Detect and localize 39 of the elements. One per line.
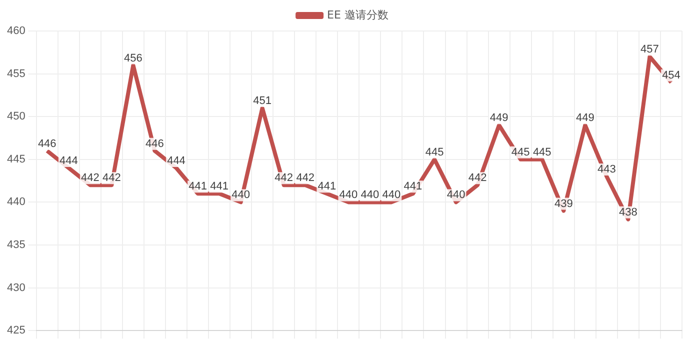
data-label: 444	[167, 154, 186, 167]
data-label: 445	[532, 146, 552, 158]
data-label: 443	[597, 164, 616, 176]
data-label: 446	[146, 138, 164, 150]
legend-label: EE 邀请分数	[327, 8, 388, 22]
data-label: 454	[662, 69, 680, 82]
data-label: 442	[468, 172, 487, 184]
data-label: 440	[339, 189, 358, 202]
data-label: 446	[38, 138, 56, 150]
data-label: 441	[188, 180, 207, 193]
data-label: 444	[59, 154, 78, 167]
data-label: 449	[576, 112, 594, 124]
y-tick-label: 440	[6, 196, 26, 208]
y-tick-label: 450	[6, 110, 26, 123]
data-label: 438	[619, 206, 638, 218]
data-label: 441	[318, 180, 336, 193]
data-label: 439	[554, 198, 573, 210]
data-label: 456	[124, 52, 142, 64]
data-label: 442	[274, 172, 294, 184]
data-label: 449	[490, 112, 508, 124]
data-label: 440	[382, 189, 401, 202]
y-tick-label: 435	[6, 239, 26, 252]
data-label: 441	[210, 180, 228, 193]
data-label: 445	[425, 146, 444, 158]
data-label: 440	[446, 189, 466, 202]
y-tick-label: 430	[6, 282, 26, 294]
data-label: 451	[253, 95, 272, 108]
data-label: 441	[404, 180, 422, 193]
data-label: 442	[80, 172, 100, 184]
y-tick-label: 455	[6, 68, 26, 80]
data-label: 442	[296, 172, 315, 184]
y-tick-label: 425	[6, 324, 26, 337]
data-label: 445	[511, 146, 530, 158]
data-label: 440	[232, 189, 250, 202]
y-tick-label: 460	[6, 25, 26, 38]
data-label: 440	[360, 189, 380, 202]
data-label: 457	[640, 44, 659, 56]
data-label: 442	[102, 172, 121, 184]
y-tick-label: 445	[6, 153, 26, 166]
